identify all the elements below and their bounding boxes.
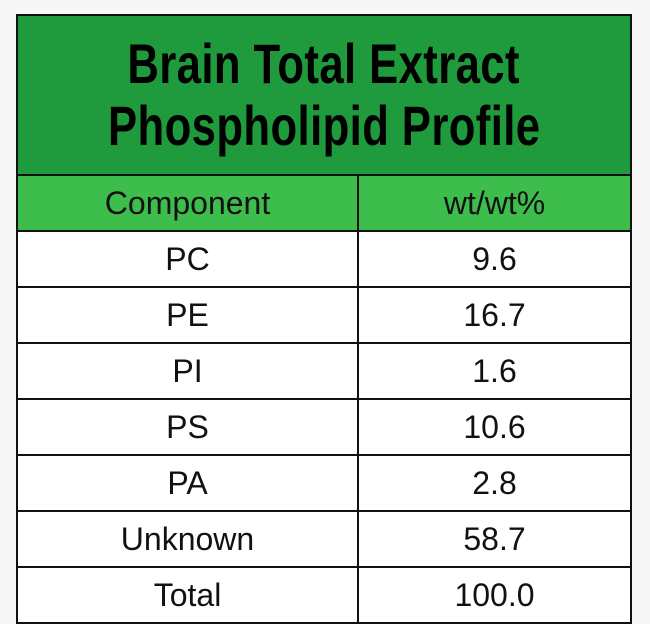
component-cell: Total: [18, 568, 359, 622]
value-cell: 10.6: [463, 408, 526, 445]
header-component: Component: [18, 176, 359, 230]
header-wt: wt/wt%: [443, 184, 546, 221]
title-line-1: Brain Total Extract: [127, 32, 521, 95]
value-cell: 58.7: [463, 520, 526, 557]
value-cell: 100.0: [454, 576, 535, 613]
phospholipid-table: Brain Total Extract Phospholipid Profile…: [16, 14, 632, 624]
table-row: PC 9.6: [18, 232, 630, 288]
table-row: PS 10.6: [18, 400, 630, 456]
component-cell: PA: [18, 456, 359, 510]
table-row: Unknown 58.7: [18, 512, 630, 568]
component-cell: Unknown: [18, 512, 359, 566]
table-row: PE 16.7: [18, 288, 630, 344]
title-line-2: Phospholipid Profile: [107, 94, 541, 157]
table-title: Brain Total Extract Phospholipid Profile: [18, 16, 630, 176]
table-row: Total 100.0: [18, 568, 630, 622]
component-cell: PC: [18, 232, 359, 286]
table-row: PI 1.6: [18, 344, 630, 400]
value-cell: 9.6: [472, 240, 517, 277]
value-cell: 1.6: [472, 352, 517, 389]
value-cell: 16.7: [463, 296, 526, 333]
component-cell: PI: [18, 344, 359, 398]
header-row: Component wt/wt%: [18, 176, 630, 232]
component-cell: PS: [18, 400, 359, 454]
table-row: PA 2.8: [18, 456, 630, 512]
value-cell: 2.8: [472, 464, 517, 501]
component-cell: PE: [18, 288, 359, 342]
